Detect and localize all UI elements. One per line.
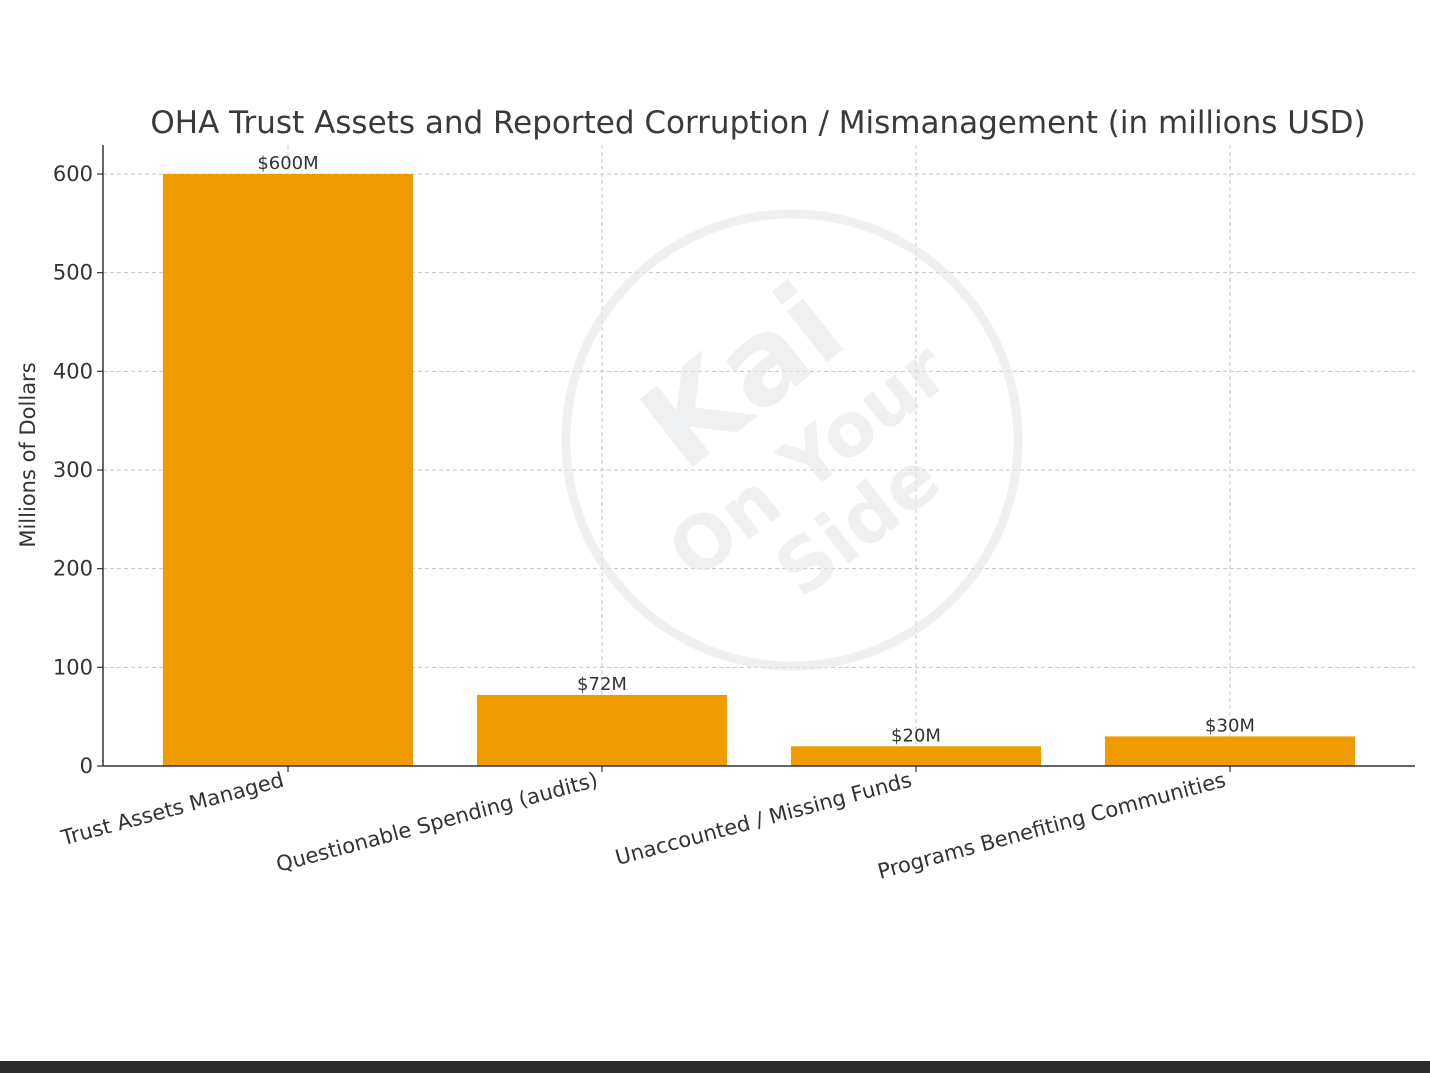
bar-3 xyxy=(1105,736,1355,766)
x-tick-label-1: Questionable Spending (audits) xyxy=(274,768,601,877)
y-tick-label: 100 xyxy=(53,655,93,679)
y-tick-label: 0 xyxy=(80,754,93,778)
watermark-logo: Kai On Your Side xyxy=(561,209,1023,671)
y-tick-label: 400 xyxy=(53,359,93,383)
data-label-3: $30M xyxy=(1205,715,1255,736)
data-label-0: $600M xyxy=(257,153,318,174)
y-tick-label: 600 xyxy=(53,162,93,186)
x-tick-label-3: Programs Benefiting Communities xyxy=(875,768,1228,884)
axes xyxy=(97,145,1415,772)
bar-0 xyxy=(163,174,413,766)
x-tick-label-2: Unaccounted / Missing Funds xyxy=(613,768,915,870)
y-axis-label: Millions of Dollars xyxy=(16,362,40,547)
bars xyxy=(163,174,1355,766)
y-tick-label: 200 xyxy=(53,557,93,581)
bar-1 xyxy=(477,694,727,766)
bottom-bar xyxy=(0,1061,1430,1073)
chart-title: OHA Trust Assets and Reported Corruption… xyxy=(150,105,1365,141)
y-tick-label: 300 xyxy=(53,458,93,482)
y-tick-label: 500 xyxy=(53,261,93,285)
data-label-2: $20M xyxy=(891,725,941,746)
bar-2 xyxy=(791,746,1041,766)
data-label-1: $72M xyxy=(577,674,627,695)
x-tick-label-0: Trust Assets Managed xyxy=(58,768,287,851)
watermark-ring xyxy=(561,209,1023,671)
